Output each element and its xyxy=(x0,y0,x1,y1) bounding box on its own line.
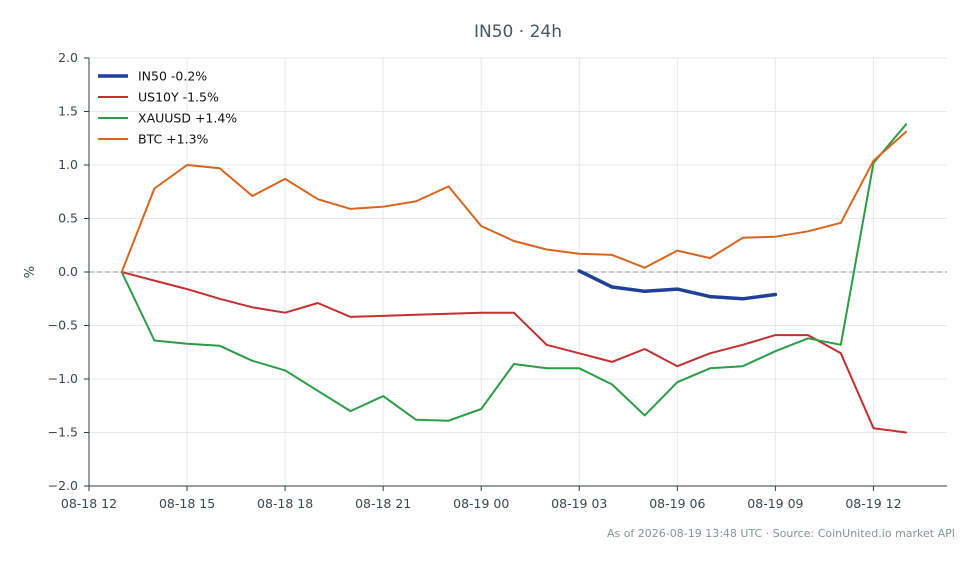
y-tick-label-0: 2.0 xyxy=(58,50,78,65)
legend: IN50 -0.2% US10Y -1.5% XAUUSD +1.4% BTC +1.… xyxy=(98,69,237,147)
y-tick-label-6: −1.0 xyxy=(48,371,78,386)
x-tick-label-2: 08-18 18 xyxy=(257,496,313,511)
chart-title: IN50 · 24h xyxy=(474,22,562,42)
x-tick-labels: 08-18 12 08-18 15 08-18 18 08-18 21 08-19 00… xyxy=(61,486,902,511)
x-tick-label-5: 08-19 03 xyxy=(551,496,607,511)
y-tick-label-5: −0.5 xyxy=(48,318,78,333)
y-tick-label-7: −1.5 xyxy=(48,425,78,440)
x-tick-label-1: 08-18 15 xyxy=(159,496,215,511)
y-tick-labels: 2.0 1.5 1.0 0.5 0.0 −0.5 −1.0 −1.5 −2.0 xyxy=(48,50,89,493)
footer-source: As of 2026-08-19 13:48 UTC · Source: Coi… xyxy=(607,527,955,540)
series-line-3 xyxy=(120,130,908,273)
series-line-2 xyxy=(120,123,908,422)
legend-label-2: XAUUSD +1.4% xyxy=(138,111,237,126)
x-tick-label-3: 08-18 21 xyxy=(355,496,411,511)
legend-label-0: IN50 -0.2% xyxy=(138,69,207,84)
y-axis-label: % xyxy=(23,266,38,278)
x-tick-label-7: 08-19 09 xyxy=(747,496,803,511)
y-tick-label-3: 0.5 xyxy=(58,211,78,226)
series-line-1 xyxy=(120,271,908,434)
x-tick-label-0: 08-18 12 xyxy=(61,496,117,511)
x-tick-label-6: 08-19 06 xyxy=(649,496,705,511)
legend-label-1: US10Y -1.5% xyxy=(138,90,219,105)
y-tick-label-2: 1.0 xyxy=(58,157,78,172)
series-lines xyxy=(120,123,908,434)
y-tick-label-8: −2.0 xyxy=(48,478,78,493)
x-tick-label-4: 08-19 00 xyxy=(453,496,509,511)
series-line-0 xyxy=(577,269,778,301)
x-tick-label-8: 08-19 12 xyxy=(845,496,901,511)
y-tick-label-1: 1.5 xyxy=(58,104,78,119)
y-tick-label-4: 0.0 xyxy=(58,264,78,279)
legend-label-3: BTC +1.3% xyxy=(138,132,209,147)
